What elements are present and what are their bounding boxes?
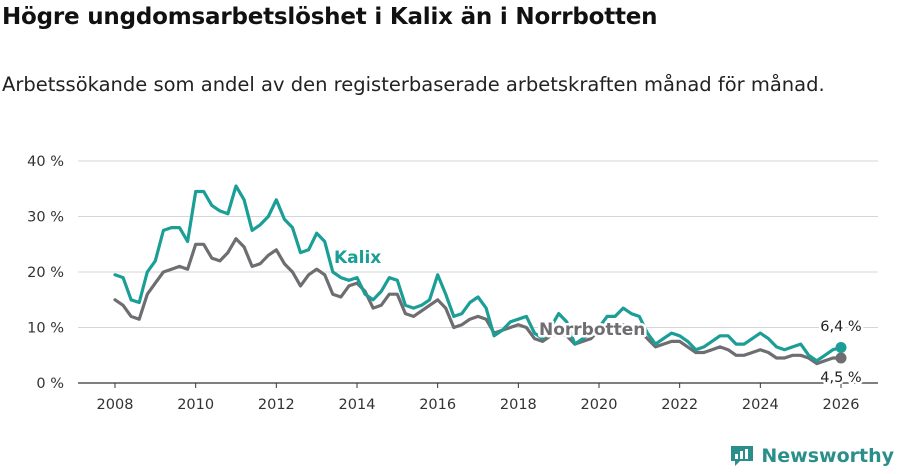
svg-text:6,4 %: 6,4 % xyxy=(820,319,861,335)
x-tick-label: 2020 xyxy=(581,397,618,413)
x-tick-label: 2024 xyxy=(742,397,779,413)
y-axis-ticks: 0 % 10 % 20 % 30 % 40 % xyxy=(27,154,64,392)
y-tick-label: 40 % xyxy=(27,154,64,170)
x-tick-label: 2008 xyxy=(97,397,134,413)
svg-text:Kalix: Kalix xyxy=(334,248,381,268)
end-label-kalix: 6,4 %6,4 % xyxy=(818,317,864,338)
end-point-norrbotten xyxy=(835,352,847,364)
brand-name: Newsworthy xyxy=(761,445,894,467)
series-line-norrbotten xyxy=(113,237,843,366)
series-line-kalix xyxy=(113,184,843,363)
svg-text:4,5 %: 4,5 % xyxy=(820,370,861,386)
x-tick-label: 2014 xyxy=(339,397,376,413)
svg-text:Norrbotten: Norrbotten xyxy=(539,320,645,340)
y-tick-label: 10 % xyxy=(27,321,64,337)
chart-subtitle: Arbetssökande som andel av den registerb… xyxy=(2,73,825,96)
x-tick-label: 2022 xyxy=(661,397,698,413)
series-lines xyxy=(113,184,847,366)
x-tick-label: 2016 xyxy=(419,397,456,413)
x-tick-label: 2012 xyxy=(258,397,295,413)
x-axis: 2008 2010 2012 2014 2016 2018 2020 2022 2024 2026 xyxy=(78,382,878,413)
newsworthy-logo[interactable]: Newsworthy xyxy=(729,444,894,468)
svg-text:4,5 %: 4,5 % xyxy=(820,370,861,386)
x-tick-label: 2010 xyxy=(177,397,214,413)
end-label-norrbotten: 4,5 %4,5 % xyxy=(818,368,864,389)
x-tick-label: 2026 xyxy=(823,397,860,413)
svg-text:Kalix: Kalix xyxy=(334,248,381,268)
end-point-kalix xyxy=(835,341,847,353)
chart-title: Högre ungdomsarbetslöshet i Kalix än i N… xyxy=(2,4,658,30)
y-tick-label: 20 % xyxy=(27,265,64,281)
newsworthy-icon xyxy=(731,446,754,466)
y-tick-label: 30 % xyxy=(27,210,64,226)
x-tick-label: 2018 xyxy=(500,397,537,413)
svg-text:Norrbotten: Norrbotten xyxy=(539,320,645,340)
y-tick-label: 0 % xyxy=(36,376,64,392)
svg-text:6,4 %: 6,4 % xyxy=(820,319,861,335)
